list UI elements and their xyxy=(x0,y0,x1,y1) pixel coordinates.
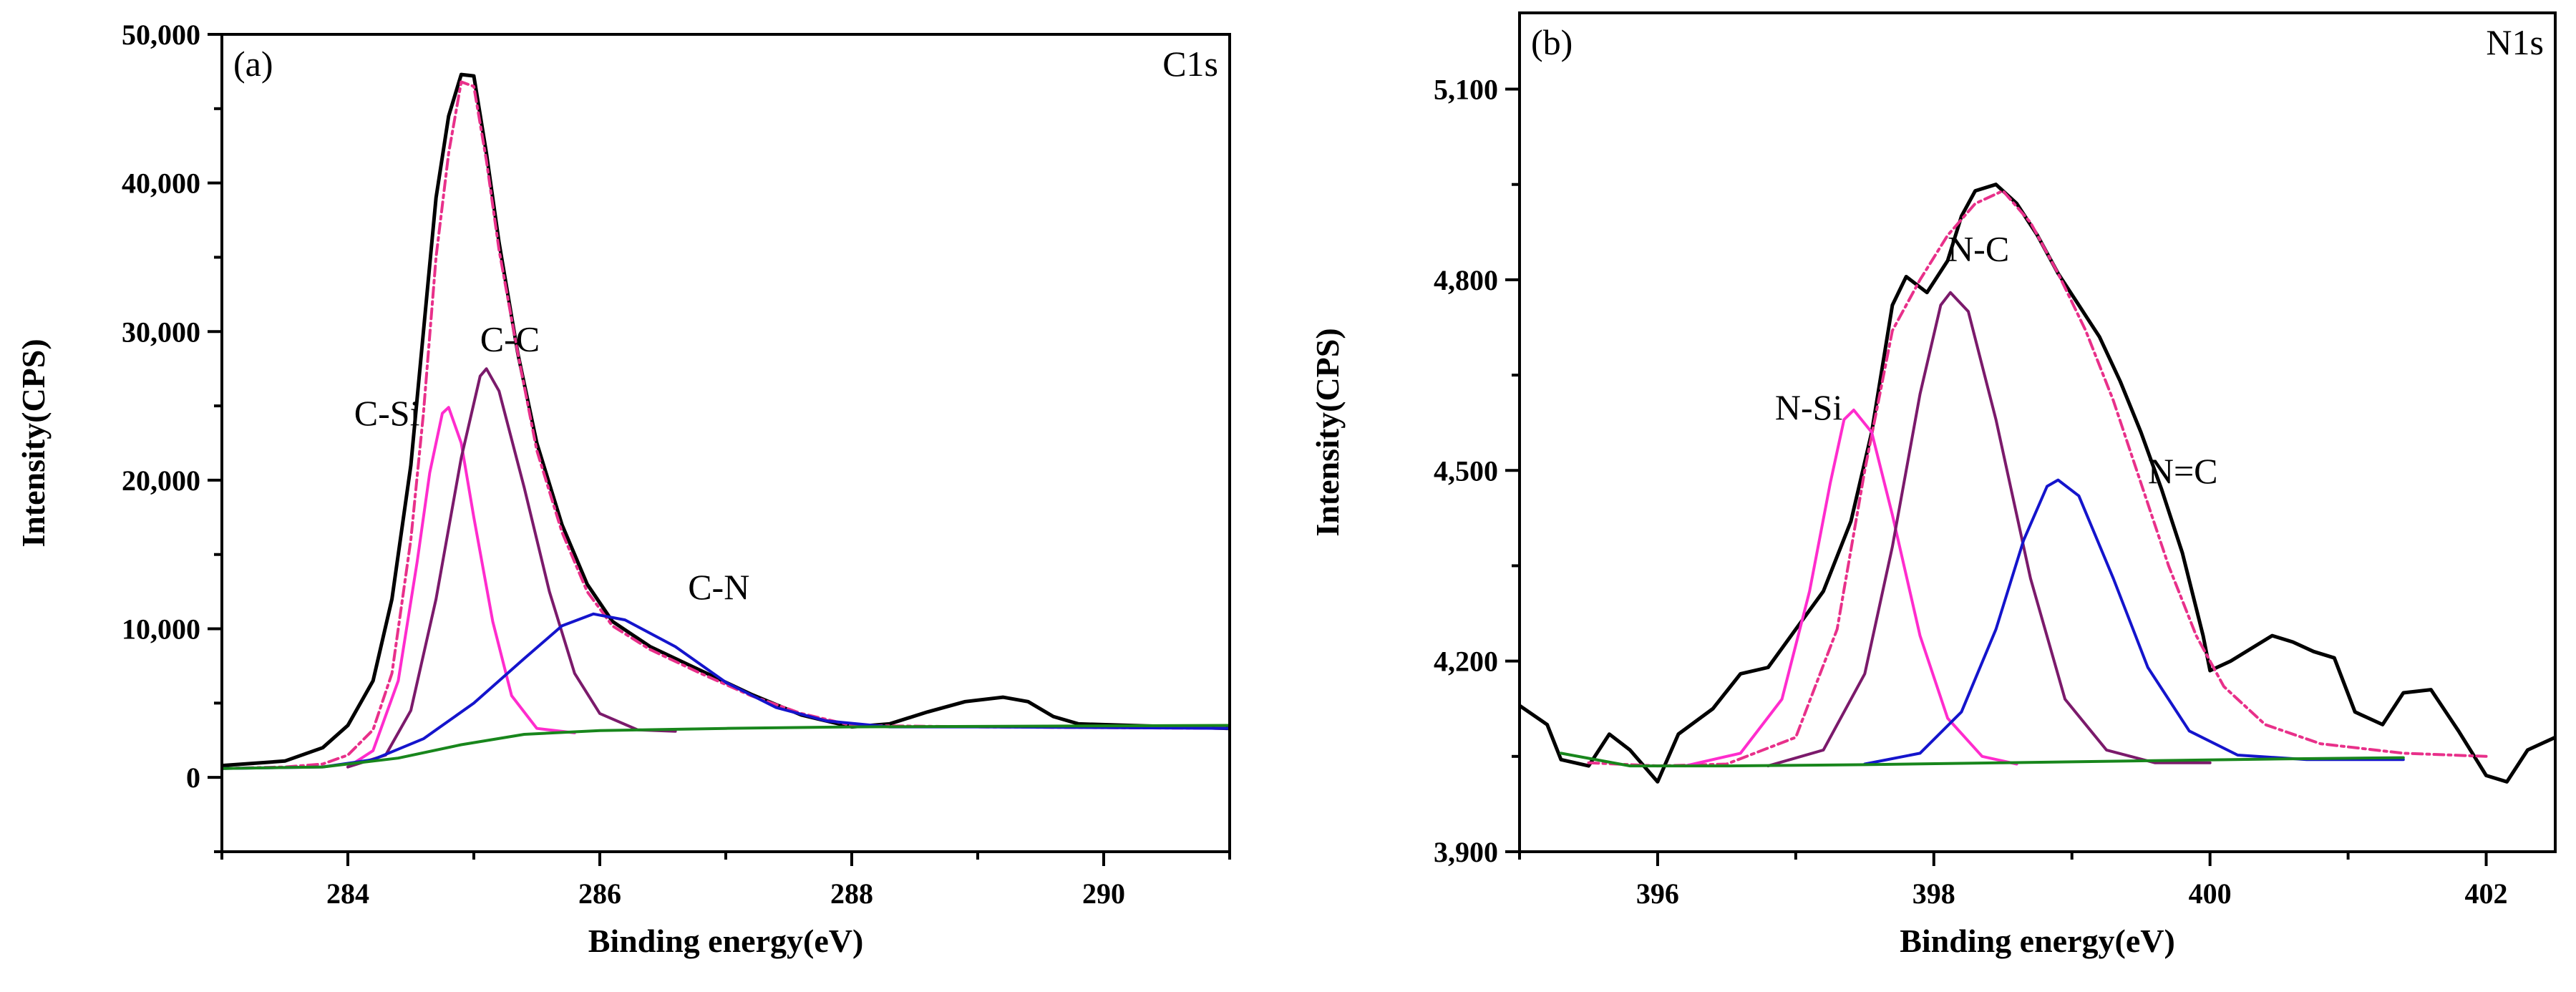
panel-2-series-raw xyxy=(1520,183,2555,784)
panel-2-peak-label-n-c: N-C xyxy=(1948,228,2009,268)
panel-2-x-tick-label: 396 xyxy=(1636,877,1679,910)
panel-1-y-tick-label: 50,000 xyxy=(122,19,200,51)
panel-2-series-n-c xyxy=(1863,478,2405,766)
panel-1-peak-label-c-n: C-N xyxy=(688,567,749,607)
panel-1-core-level-label: C1s xyxy=(1162,44,1218,84)
panel-1-y-tick-label: 10,000 xyxy=(122,613,200,646)
panel-2-x-tick-label: 398 xyxy=(1912,877,1955,910)
panel-2-series-n-c xyxy=(1766,291,2212,768)
panel-1-panel-label: (a) xyxy=(233,44,273,84)
panel-1-series-background xyxy=(222,724,1230,770)
panel-2-series-background xyxy=(1559,752,2405,768)
panel-1-x-tick-label: 290 xyxy=(1082,877,1125,910)
panel-2-peak-label-n-si: N-Si xyxy=(1775,387,1842,427)
panel-2-y-tick-label: 5,100 xyxy=(1434,74,1498,106)
panel-1-series-raw xyxy=(222,72,1230,768)
panel-2-x-axis-title: Binding energy(eV) xyxy=(1900,923,2175,959)
panel-1-peak-label-c-si: C-Si xyxy=(354,393,420,433)
panel-2-core-level-label: N1s xyxy=(2486,22,2544,62)
panel-1-series-c-si xyxy=(346,406,576,769)
panel-2-peak-label-n-c: N=C xyxy=(2148,451,2218,491)
panel-1-series-c-n xyxy=(222,612,1230,770)
panel-1-x-tick-label: 288 xyxy=(830,877,873,910)
chart-panel-n1s: 396 398 400 402 3,900 4,200 4,500 4,800 5,100 Bin… xyxy=(1309,11,2557,959)
panel-1-y-tick-label: 20,000 xyxy=(122,465,200,497)
panel-2-x-tick-label: 402 xyxy=(2465,877,2508,910)
panel-1-y-tick-label: 0 xyxy=(186,762,200,794)
panel-1-series-c-c xyxy=(346,367,677,769)
panel-2-plot-frame xyxy=(1518,11,2557,853)
panel-1-peak-label-c-c: C-C xyxy=(480,318,540,359)
panel-1-y-tick-label: 40,000 xyxy=(122,167,200,200)
panel-1-x-tick-label: 286 xyxy=(578,877,621,910)
panel-2-panel-label: (b) xyxy=(1531,22,1573,62)
panel-1-series-group xyxy=(222,72,1230,770)
panel-2-y-tick-label: 3,900 xyxy=(1434,836,1498,868)
panel-2-y-tick-label: 4,200 xyxy=(1434,646,1498,678)
panel-2-series-n-si xyxy=(1683,408,2018,768)
panel-2-y-tick-label: 4,800 xyxy=(1434,264,1498,296)
chart-panel-c1s: 284 286 288 290 0 10,000 20,000 30,000 40,000 50,… xyxy=(15,19,1231,959)
panel-2-y-axis-title: Intensity(CPS) xyxy=(1309,328,1346,536)
panel-2-y-tick-label: 4,500 xyxy=(1434,454,1498,487)
panel-2-series-group xyxy=(1520,183,2555,784)
panel-1-y-axis-title: Intensity(CPS) xyxy=(15,339,52,547)
panel-1-x-tick-label: 284 xyxy=(326,877,369,910)
panel-2-x-tick-label: 400 xyxy=(2189,877,2232,910)
panel-1-x-axis-title: Binding energy(eV) xyxy=(588,923,864,959)
panel-2-series-fit-envelope xyxy=(1587,189,2488,768)
panel-1-y-tick-label: 30,000 xyxy=(122,316,200,348)
